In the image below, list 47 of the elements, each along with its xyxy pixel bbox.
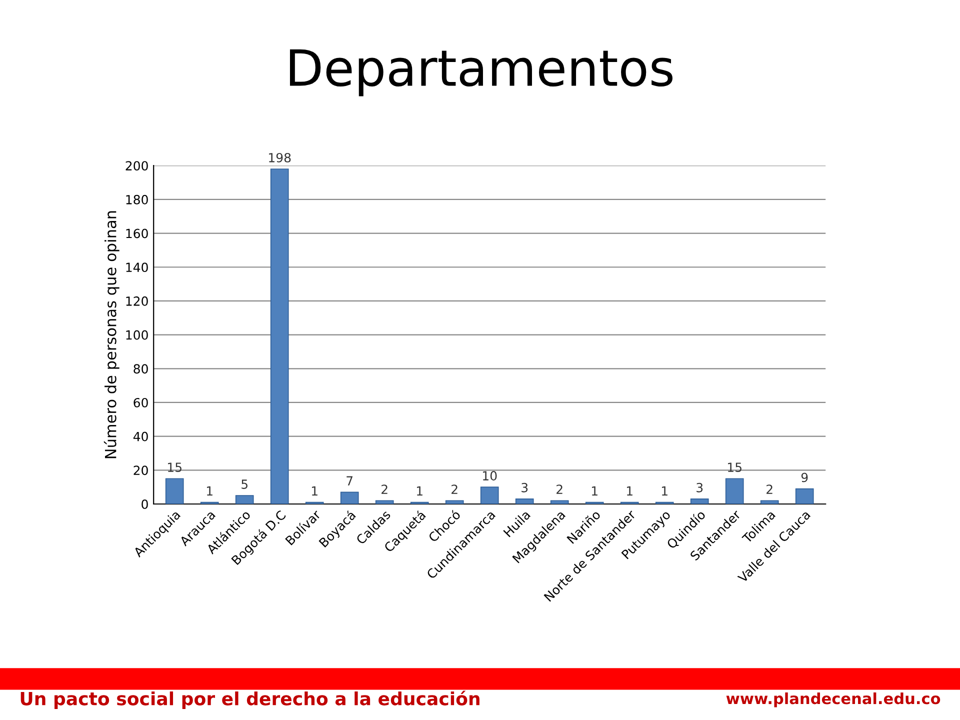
data-label: 15 xyxy=(728,462,742,472)
bar xyxy=(270,168,289,504)
y-axis-title: Número de personas que opinan xyxy=(104,211,120,458)
bar xyxy=(690,498,709,504)
y-tick-label: 80 xyxy=(134,364,148,374)
data-label: 5 xyxy=(242,480,248,489)
bar xyxy=(515,498,534,504)
bar xyxy=(795,488,814,504)
y-tick-label: 140 xyxy=(126,262,148,272)
bar xyxy=(725,478,744,504)
y-tick-label: 40 xyxy=(133,432,148,442)
data-label: 1 xyxy=(662,486,668,496)
text: www.plandecenal.edu.co xyxy=(726,692,940,708)
data-label: 2 xyxy=(382,484,388,494)
data-label: 3 xyxy=(696,482,703,492)
data-label: 2 xyxy=(556,484,562,494)
y-tick-label: 120 xyxy=(126,296,148,306)
bar xyxy=(165,478,184,504)
bar xyxy=(480,486,499,504)
data-label: 9 xyxy=(801,472,808,482)
data-label: 1 xyxy=(626,486,632,496)
data-label: 7 xyxy=(346,476,353,486)
data-label: 1 xyxy=(312,486,318,496)
data-label: 15 xyxy=(168,462,182,472)
y-tick-label: 60 xyxy=(134,398,148,408)
data-label: 2 xyxy=(452,484,458,494)
bar xyxy=(760,500,779,504)
data-label: 2 xyxy=(766,484,772,494)
bar xyxy=(550,500,569,504)
data-label: 1 xyxy=(206,486,212,496)
text: Un pacto social por el derecho a la educación xyxy=(20,690,480,709)
y-tick-label: 160 xyxy=(126,228,148,238)
y-tick-label: 100 xyxy=(126,330,148,340)
y-tick-label: 20 xyxy=(134,466,148,476)
bar xyxy=(445,500,464,504)
data-label: 3 xyxy=(522,482,528,492)
y-tick-label: 0 xyxy=(142,499,148,509)
bar xyxy=(375,500,394,504)
data-label: 198 xyxy=(269,152,291,162)
chart-title: Departamentos xyxy=(290,49,672,96)
bar xyxy=(340,492,359,504)
y-tick-label: 200 xyxy=(126,161,148,171)
y-tick-label: 180 xyxy=(126,194,148,204)
data-label: 1 xyxy=(416,486,422,496)
data-label: 10 xyxy=(483,471,497,480)
bar xyxy=(235,495,254,504)
data-label: 1 xyxy=(592,486,598,496)
